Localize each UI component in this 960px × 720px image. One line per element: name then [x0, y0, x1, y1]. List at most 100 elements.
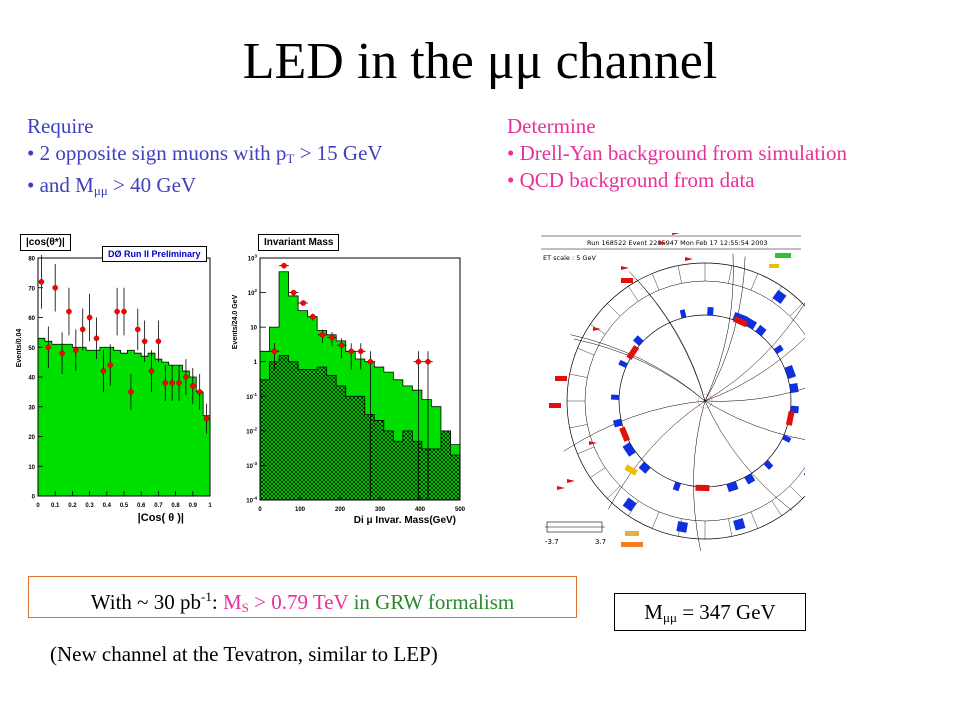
cos-theta-legend: DØ Run II Preliminary — [102, 246, 207, 262]
cos-theta-ytick-label: 20 — [28, 435, 35, 441]
calorimeter-tower — [672, 481, 681, 492]
outer-tower — [622, 497, 637, 512]
calorimeter-segment — [607, 303, 621, 317]
cos-theta-data-point — [189, 383, 196, 389]
cos-theta-ytick-label: 10 — [28, 465, 35, 471]
cos-theta-ytick-label: 80 — [28, 257, 35, 263]
cos-theta-data-point — [114, 308, 120, 315]
outside-yellow-marker — [769, 264, 779, 268]
cos-theta-data-point — [66, 308, 72, 315]
determine-bullet-drell-yan: • Drell-Yan background from simulation — [507, 141, 847, 165]
calorimeter-tower — [618, 359, 628, 368]
cos-theta-xtick-label: 0.6 — [137, 503, 146, 509]
calorimeter-segment — [577, 348, 595, 356]
calorimeter-segment — [789, 303, 803, 317]
calorimeter-segment — [590, 467, 606, 478]
outside-red-marker — [549, 403, 561, 408]
cos-theta-ylabel: Events/0.04 — [16, 329, 23, 368]
mass-data-point — [357, 348, 364, 355]
eta-scale: -3.7 3.7 — [545, 521, 643, 547]
mass-ylabel: Events/24.0 GeV — [232, 294, 239, 349]
outside-marker — [589, 441, 597, 445]
calorimeter-segment — [677, 265, 682, 284]
mass-ytick-label: 10-3 — [246, 461, 257, 470]
mass-qcd-background-hist — [259, 355, 461, 501]
calorimeter-tower — [744, 473, 756, 485]
cos-theta-xtick-label: 0.4 — [103, 503, 112, 509]
calorimeter-outer-ring — [566, 262, 844, 540]
cos-theta-data-point — [121, 308, 127, 315]
cos-theta-data-point — [155, 338, 162, 345]
calorimeter-segment — [771, 500, 782, 516]
mass-data-point — [300, 300, 306, 306]
calorimeter-mid-ring — [584, 280, 826, 522]
cos-theta-data-point — [45, 344, 52, 351]
outside-marker — [621, 266, 629, 270]
cos-theta-xtick-label: 1 — [208, 503, 212, 509]
muon-hit — [619, 426, 631, 442]
mass-ytick-label: 10-4 — [246, 496, 257, 505]
calorimeter-tower — [789, 382, 799, 394]
calorimeter-tower — [679, 309, 687, 319]
mass-data-point — [310, 313, 316, 320]
invariant-mass-plot: 10-4 10-3 10-2 10-1 1 10 102 103 0 100 200 300 400 50… — [228, 232, 468, 530]
cos-theta-xtick-label: 0.7 — [154, 503, 163, 509]
calorimeter-tower — [744, 317, 757, 330]
event-display-graphic: Run 168522 Event 2285947 Mon Feb 17 12:5… — [541, 231, 849, 551]
determine-block: Determine • Drell-Yan background from si… — [507, 113, 847, 194]
eta-max-label: 3.7 — [595, 538, 606, 546]
outside-marker — [672, 231, 680, 235]
require-bullet-mass: • and Mμμ > 40 GeV — [27, 173, 197, 198]
vertex-region — [697, 393, 713, 409]
particle-track — [636, 278, 706, 402]
yellow-tower — [624, 464, 638, 476]
particle-track — [704, 298, 808, 402]
particle-track — [608, 400, 706, 510]
mass-xtick-label: 0 — [258, 507, 262, 513]
et-scale-label: ET scale : 5 GeV — [543, 254, 596, 262]
particle-track — [570, 334, 706, 402]
calorimeter-tower — [613, 418, 623, 428]
cos-theta-ytick-label: 0 — [32, 495, 36, 501]
cos-theta-background-hist — [37, 337, 211, 497]
mass-xtick-label: 300 — [375, 507, 386, 513]
calorimeter-segment — [607, 485, 621, 499]
require-heading: Require — [27, 114, 94, 138]
mass-data-point — [415, 358, 422, 365]
calorimeter-tower — [784, 365, 797, 380]
mass-xlabel: Di μ Invar. Mass(GeV) — [354, 515, 456, 526]
cos-theta-xtick-label: 0.3 — [85, 503, 94, 509]
mass-data-point — [281, 262, 287, 269]
calorimeter-segment — [577, 446, 595, 454]
cos-theta-data-point — [148, 368, 155, 374]
event-header: Run 168522 Event 2285947 Mon Feb 17 12:5… — [587, 239, 768, 247]
cos-theta-xtick-label: 0.8 — [171, 503, 180, 509]
mass-data-point — [425, 358, 431, 365]
outside-red-marker — [621, 278, 633, 283]
cos-theta-ytick-label: 50 — [28, 346, 35, 352]
calorimeter-segment — [728, 265, 733, 284]
outer-tower — [733, 518, 746, 531]
cos-theta-xtick-label: 0.9 — [189, 503, 198, 509]
mass-xtick-label: 400 — [415, 507, 426, 513]
outer-tower — [676, 521, 688, 533]
outside-red-marker — [555, 376, 567, 381]
cos-theta-data-point — [196, 389, 203, 395]
cos-theta-xtick-label: 0 — [36, 503, 40, 509]
mass-frame — [259, 257, 461, 501]
particle-track — [704, 400, 793, 511]
mass-ytick-label: 103 — [248, 254, 258, 263]
cos-theta-data-point — [38, 279, 45, 285]
cos-theta-data-point — [183, 374, 189, 380]
calorimeter-tower — [632, 335, 644, 346]
calorimeter-segment — [750, 511, 758, 529]
mass-ytick-label: 10-2 — [246, 426, 257, 435]
mass-ytick-label: 102 — [248, 288, 258, 297]
particle-track — [573, 338, 706, 402]
outside-marker — [557, 486, 565, 490]
outside-marker — [593, 327, 601, 331]
calorimeter-segment — [628, 286, 639, 302]
mass-data-point — [319, 332, 326, 338]
cos-theta-data-point — [162, 380, 169, 386]
cos-theta-xtick-label: 0.2 — [68, 503, 77, 509]
